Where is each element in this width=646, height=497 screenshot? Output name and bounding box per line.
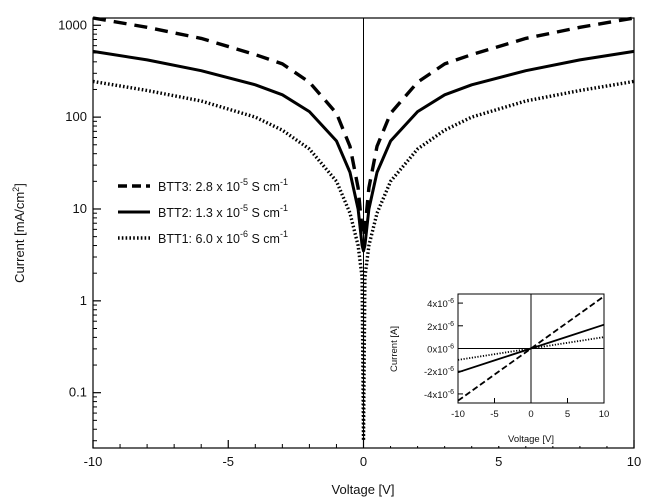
legend-label-btt1: BTT1: 6.0 x 10-6 S cm-1: [158, 229, 288, 246]
main-y-axis-title-sup: 2: [11, 187, 21, 192]
main-x-tick-label: 0: [360, 454, 367, 469]
main-y-axis-title-suffix: ]: [12, 183, 27, 187]
inset-chart: -4x10-6 -2x10-6 0x10-6 2x10-6 4x10-6 -10 -5 0 5 1…: [386, 282, 628, 446]
inset-x-tick-label: 5: [565, 409, 570, 420]
main-x-tick-label: -10: [84, 454, 103, 469]
main-y-tick-label: 1: [80, 293, 87, 308]
main-series-group: [92, 16, 635, 443]
inset-series-btt3: [457, 295, 605, 402]
inset-y-axis-title: Current [A]: [389, 326, 400, 372]
inset-series-group: [457, 295, 605, 402]
inset-y-tick-label: 2x10-6: [427, 321, 454, 333]
main-y-tick-label: 10: [73, 201, 87, 216]
main-y-axis-title-text: Current [mA/cm: [12, 192, 27, 283]
main-x-tick-label: -5: [222, 454, 234, 469]
inset-y-tick-label: 0x10-6: [427, 344, 454, 356]
legend: BTT3: 2.8 x 10-5 S cm-1 BTT2: 1.3 x 10-5 …: [118, 177, 288, 246]
inset-series-btt1: [457, 336, 605, 361]
inset-x-tick-label: 10: [599, 409, 610, 420]
main-y-tick-label: 100: [65, 109, 87, 124]
main-x-tick-label: 5: [495, 454, 502, 469]
main-series-btt2: [92, 49, 635, 253]
main-y-tick-label: 1000: [58, 17, 87, 32]
main-y-axis-title: Current [mA/cm2]: [11, 183, 27, 283]
inset-background: [386, 282, 628, 446]
legend-label-btt2: BTT2: 1.3 x 10-5 S cm-1: [158, 203, 288, 220]
main-x-tick-label: 10: [627, 454, 641, 469]
main-y-tick-label: 0.1: [69, 385, 87, 400]
inset-y-tick-label: -4x10-6: [424, 389, 454, 401]
legend-label-btt3: BTT3: 2.8 x 10-5 S cm-1: [158, 177, 288, 194]
main-x-axis-title: Voltage [V]: [332, 482, 395, 497]
main-series-btt3: [92, 16, 635, 239]
inset-x-tick-label: -5: [490, 409, 498, 420]
inset-x-tick-label: -10: [451, 409, 465, 420]
inset-y-tick-label: 4x10-6: [427, 298, 454, 310]
inset-x-tick-label: 0: [528, 409, 533, 420]
inset-y-tick-label: -2x10-6: [424, 366, 454, 378]
inset-tick-labels: -4x10-6 -2x10-6 0x10-6 2x10-6 4x10-6 -10 -5 0 5 1…: [424, 298, 609, 420]
main-series-btt1: [92, 79, 635, 443]
inset-x-axis-title: Voltage [V]: [508, 434, 554, 445]
